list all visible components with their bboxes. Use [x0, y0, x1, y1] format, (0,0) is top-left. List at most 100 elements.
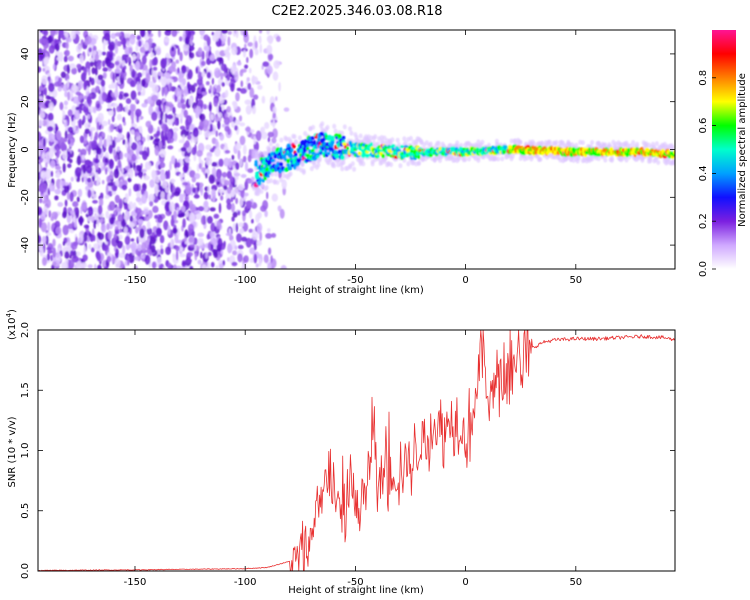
noise-speckle	[127, 255, 130, 266]
noise-speckle	[144, 41, 150, 51]
noise-speckle	[107, 62, 115, 69]
noise-speckle	[281, 179, 287, 190]
noise-speckle	[47, 221, 51, 232]
noise-speckle	[94, 172, 99, 179]
noise-speckle	[180, 147, 187, 152]
noise-speckle	[230, 83, 235, 92]
noise-speckle	[231, 216, 235, 222]
noise-speckle	[188, 228, 192, 237]
ridge-halo	[275, 143, 280, 149]
noise-speckle	[159, 110, 164, 121]
noise-speckle	[109, 217, 115, 225]
noise-speckle	[239, 122, 246, 127]
noise-speckle	[38, 95, 43, 100]
noise-speckle	[161, 76, 167, 87]
noise-speckle	[226, 74, 231, 81]
noise-speckle	[67, 91, 71, 101]
noise-speckle	[207, 251, 212, 257]
noise-speckle	[136, 191, 141, 198]
noise-speckle	[183, 85, 188, 97]
noise-speckle	[114, 179, 120, 187]
noise-speckle	[128, 188, 132, 197]
noise-speckle	[171, 61, 176, 69]
noise-speckle	[180, 88, 184, 98]
noise-speckle	[165, 101, 169, 107]
noise-speckle	[253, 241, 257, 251]
ridge-cell	[267, 171, 271, 175]
noise-speckle	[93, 150, 97, 155]
noise-speckle	[134, 97, 138, 103]
ridge-halo	[342, 124, 347, 130]
noise-speckle	[243, 255, 249, 263]
noise-speckle	[104, 157, 109, 163]
noise-speckle	[175, 59, 180, 64]
noise-speckle	[71, 242, 78, 250]
noise-speckle	[108, 159, 114, 170]
noise-speckle	[280, 265, 287, 269]
ridge-halo	[340, 166, 345, 172]
noise-speckle	[160, 191, 165, 200]
noise-speckle	[207, 184, 210, 195]
noise-speckle	[162, 135, 166, 147]
noise-speckle	[43, 158, 48, 163]
noise-speckle	[209, 131, 216, 135]
noise-speckle	[115, 82, 118, 92]
noise-speckle	[208, 194, 212, 200]
noise-speckle	[38, 131, 42, 142]
noise-speckle	[112, 107, 116, 117]
noise-speckle	[193, 194, 200, 199]
noise-speckle	[75, 91, 82, 96]
noise-speckle	[54, 213, 58, 221]
noise-speckle	[266, 44, 273, 55]
noise-speckle	[92, 193, 98, 200]
noise-speckle	[231, 202, 235, 213]
noise-speckle	[123, 226, 128, 234]
noise-speckle	[221, 82, 225, 87]
noise-speckle	[175, 114, 183, 118]
noise-speckle	[121, 184, 128, 191]
noise-speckle	[65, 37, 72, 43]
noise-speckle	[134, 207, 142, 214]
ridge-halo	[648, 158, 653, 164]
noise-speckle	[114, 61, 120, 66]
noise-speckle	[273, 60, 280, 69]
noise-speckle	[182, 164, 189, 174]
noise-speckle	[96, 176, 101, 183]
noise-speckle	[89, 57, 95, 62]
noise-speckle	[66, 190, 70, 201]
noise-speckle	[259, 30, 263, 34]
noise-speckle	[196, 78, 203, 86]
ridge-halo	[596, 156, 601, 162]
noise-speckle	[164, 72, 171, 79]
noise-speckle	[216, 220, 222, 230]
ridge-halo	[279, 137, 284, 143]
noise-speckle	[247, 82, 252, 90]
noise-speckle	[220, 195, 224, 201]
noise-speckle	[98, 161, 105, 167]
noise-speckle	[251, 232, 259, 241]
noise-speckle	[105, 167, 108, 175]
noise-speckle	[158, 102, 162, 112]
noise-speckle	[145, 72, 151, 84]
noise-speckle	[101, 120, 108, 127]
noise-speckle	[189, 265, 194, 269]
noise-speckle	[198, 162, 203, 170]
noise-speckle	[199, 30, 205, 36]
noise-speckle	[270, 255, 273, 263]
ridge-cell	[287, 166, 293, 171]
noise-speckle	[38, 218, 43, 226]
noise-speckle	[96, 147, 102, 155]
ridge-halo	[370, 161, 375, 167]
ridge-halo	[275, 180, 280, 185]
noise-speckle	[57, 202, 64, 207]
ridge-halo	[590, 156, 595, 162]
noise-speckle	[267, 136, 271, 143]
noise-speckle	[74, 110, 80, 120]
noise-speckle	[156, 227, 162, 237]
noise-speckle	[197, 184, 200, 192]
noise-speckle	[116, 146, 121, 152]
noise-speckle	[130, 238, 135, 242]
noise-speckle	[245, 200, 253, 206]
noise-speckle	[86, 96, 92, 104]
noise-speckle	[180, 98, 185, 104]
